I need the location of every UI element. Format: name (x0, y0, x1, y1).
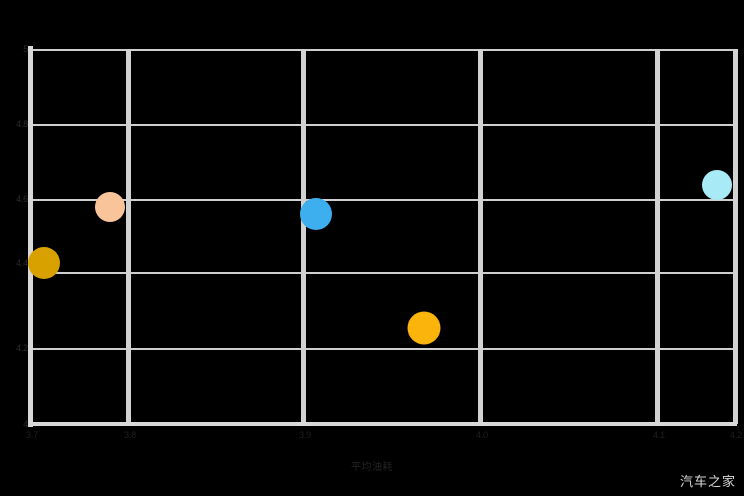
gridline-horizontal (30, 124, 735, 126)
x-tick-label: 4.1 (653, 430, 665, 440)
data-point-peach[interactable] (95, 192, 125, 222)
gridline-horizontal (30, 348, 735, 350)
y-tick-label: 4 (23, 419, 28, 429)
gridline-horizontal (30, 199, 735, 201)
x-tick-label: 3.7 (26, 430, 38, 440)
y-tick-label: 5 (23, 44, 28, 54)
gridline-vertical (126, 49, 131, 424)
y-tick-label: 4.4 (16, 258, 28, 268)
y-axis-line (28, 46, 33, 427)
y-tick-label: 4.2 (16, 343, 28, 353)
data-point-blue[interactable] (300, 198, 332, 230)
x-tick-label: 3.8 (124, 430, 136, 440)
watermark-autohome: 汽车之家 (679, 475, 736, 490)
x-axis-title: 平均油耗 (351, 462, 393, 473)
x-tick-label: 4.2 (730, 430, 742, 440)
gridline-vertical (655, 49, 660, 424)
gridline-horizontal (30, 49, 735, 51)
plot-area (30, 49, 738, 424)
gridline-vertical (478, 49, 483, 424)
x-axis-line (28, 422, 737, 426)
data-point-orange[interactable] (407, 311, 441, 345)
data-point-light-blue[interactable] (702, 170, 732, 200)
y-tick-label: 4.6 (16, 194, 28, 204)
x-tick-label: 4.0 (476, 430, 488, 440)
data-point-gold[interactable] (28, 247, 60, 279)
y-axis-ticks: 5 4.8 4.6 4.4 4.2 4 (0, 0, 28, 496)
gridline-vertical (301, 49, 306, 424)
gridline-vertical (733, 49, 738, 424)
gridline-horizontal (30, 272, 735, 274)
x-tick-label: 3.9 (299, 430, 311, 440)
y-tick-label: 4.8 (16, 119, 28, 129)
